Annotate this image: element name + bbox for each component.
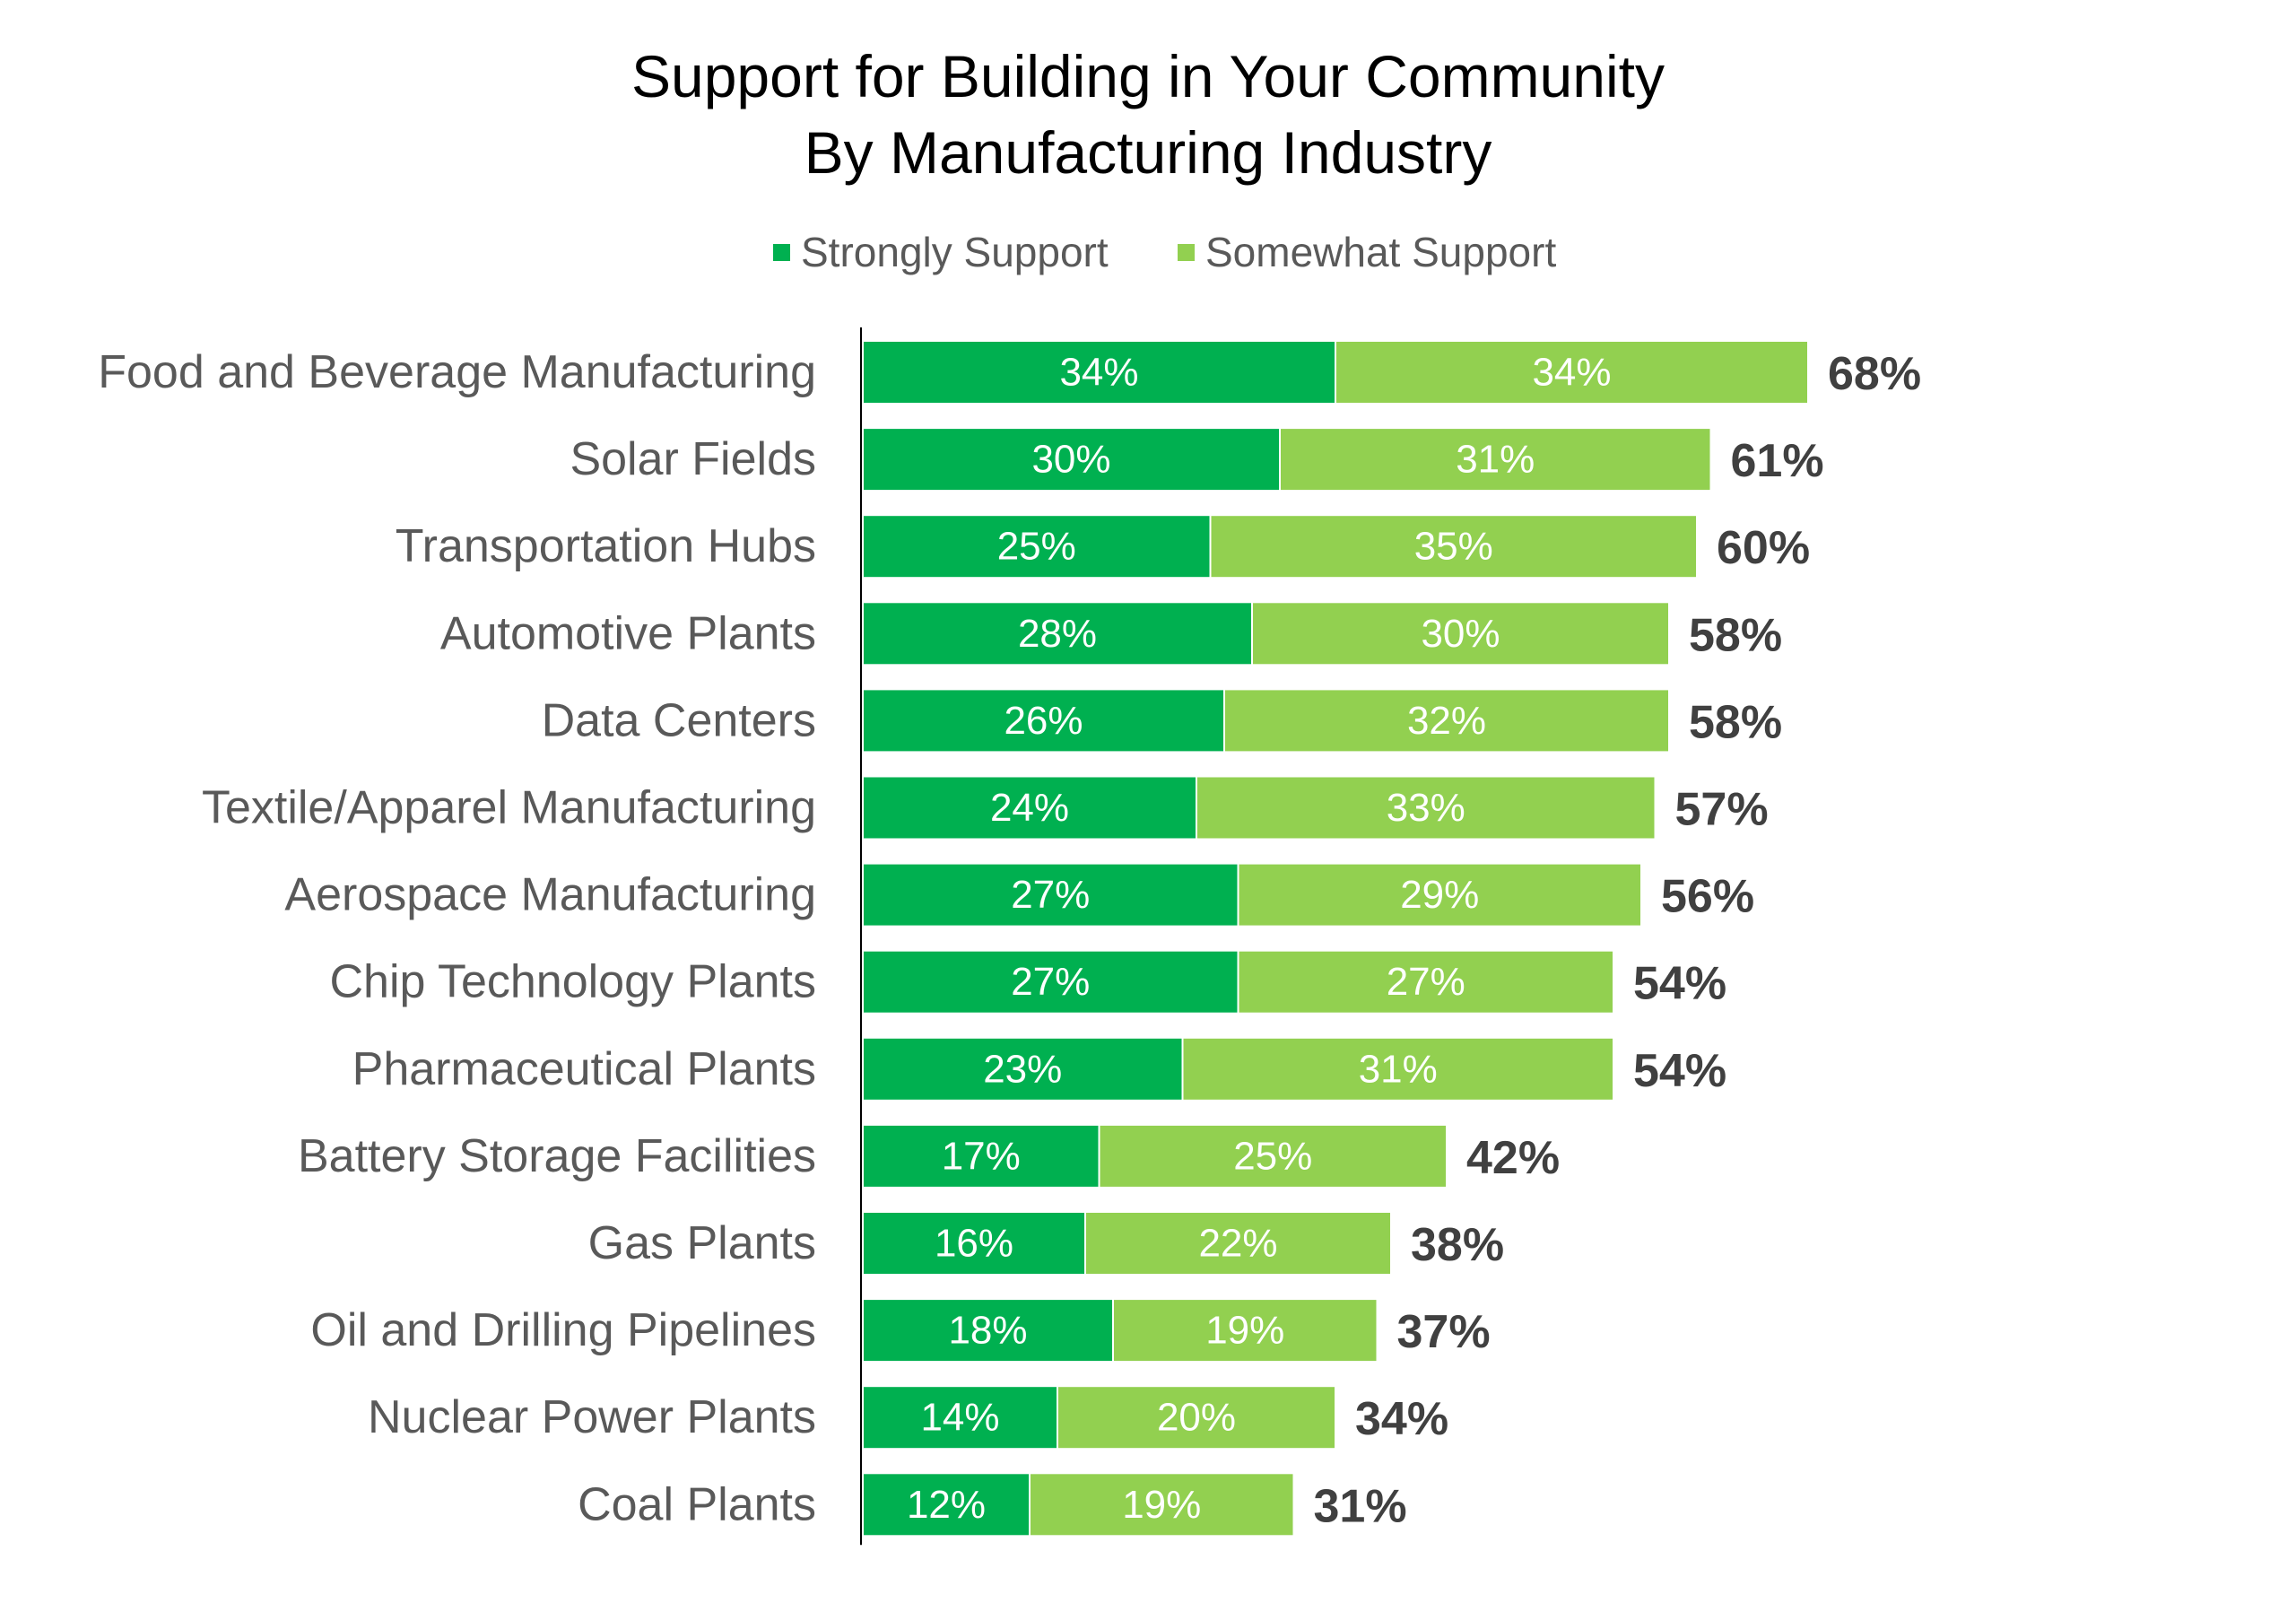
total-label: 37%: [1397, 1306, 1491, 1358]
data-label-strongly-support: 30%: [1031, 438, 1110, 482]
category-label: Aerospace Manufacturing: [284, 869, 816, 921]
total-label: 60%: [1717, 522, 1810, 574]
bar-somewhat-support: [1098, 1123, 1448, 1189]
data-label-strongly-support: 28%: [1018, 612, 1097, 656]
bar-strongly-support: [862, 688, 1225, 754]
data-label-strongly-support: 12%: [907, 1483, 986, 1527]
legend-label-somewhat-support: Somewhat Support: [1205, 229, 1557, 275]
total-label: 42%: [1466, 1132, 1560, 1184]
bar-somewhat-support: [1335, 340, 1809, 405]
bar-strongly-support: [862, 1036, 1184, 1102]
total-label: 38%: [1411, 1219, 1504, 1271]
bar-somewhat-support: [1223, 688, 1670, 754]
data-label-somewhat-support: 31%: [1359, 1047, 1438, 1091]
data-label-somewhat-support: 32%: [1407, 699, 1486, 743]
legend-swatch-strongly-support: [773, 243, 790, 261]
data-label-somewhat-support: 35%: [1414, 525, 1493, 569]
data-label-strongly-support: 23%: [983, 1047, 1062, 1091]
bar-somewhat-support: [1279, 427, 1712, 492]
data-label-somewhat-support: 30%: [1421, 612, 1500, 656]
bar-strongly-support: [862, 427, 1281, 492]
category-label: Pharmaceutical Plants: [352, 1043, 816, 1095]
bar-somewhat-support: [1029, 1472, 1295, 1538]
data-label-somewhat-support: 19%: [1205, 1309, 1284, 1353]
data-label-strongly-support: 17%: [942, 1134, 1021, 1178]
total-label: 58%: [1689, 696, 1782, 748]
data-label-strongly-support: 26%: [1004, 699, 1083, 743]
total-label: 34%: [1355, 1393, 1448, 1445]
bar-somewhat-support: [1237, 862, 1642, 928]
legend-item-somewhat-support: Somewhat Support: [1178, 231, 1556, 273]
category-label: Oil and Drilling Pipelines: [310, 1304, 816, 1356]
bar-somewhat-support: [1181, 1036, 1614, 1102]
data-label-strongly-support: 25%: [997, 525, 1076, 569]
category-label: Coal Plants: [578, 1478, 816, 1530]
bar-somewhat-support: [1084, 1211, 1392, 1276]
chart-title-line-2: By Manufacturing Industry: [804, 119, 1492, 186]
data-label-somewhat-support: 20%: [1157, 1396, 1236, 1440]
total-label: 54%: [1633, 1045, 1726, 1097]
category-label: Data Centers: [542, 694, 816, 746]
bar-somewhat-support: [1196, 775, 1657, 841]
category-label: Nuclear Power Plants: [368, 1391, 816, 1443]
category-label: Textile/Apparel Manufacturing: [202, 782, 816, 834]
bar-strongly-support: [862, 514, 1212, 579]
data-label-somewhat-support: 22%: [1198, 1222, 1277, 1266]
category-label: Solar Fields: [570, 433, 816, 485]
bar-somewhat-support: [1112, 1298, 1378, 1363]
data-label-somewhat-support: 33%: [1387, 786, 1465, 830]
data-label-strongly-support: 18%: [948, 1309, 1027, 1353]
chart-title-line-1: Support for Building in Your Community: [631, 43, 1665, 109]
total-label: 56%: [1661, 871, 1754, 923]
legend: Strongly Support Somewhat Support: [0, 231, 2296, 285]
bar-somewhat-support: [1057, 1385, 1336, 1451]
category-label: Gas Plants: [588, 1217, 816, 1269]
data-label-strongly-support: 34%: [1059, 351, 1138, 395]
bar-strongly-support: [862, 1298, 1114, 1363]
total-label: 68%: [1828, 348, 1921, 400]
bar-strongly-support: [862, 949, 1239, 1015]
bar-strongly-support: [862, 1385, 1058, 1451]
bar-somewhat-support: [1209, 514, 1698, 579]
category-label: Automotive Plants: [440, 607, 816, 659]
data-label-somewhat-support: 34%: [1532, 351, 1611, 395]
data-label-somewhat-support: 31%: [1456, 438, 1535, 482]
data-label-strongly-support: 27%: [1011, 873, 1090, 917]
category-label: Transportation Hubs: [396, 520, 816, 572]
bar-somewhat-support: [1237, 949, 1614, 1015]
total-label: 54%: [1633, 958, 1726, 1010]
total-label: 58%: [1689, 609, 1782, 661]
data-label-strongly-support: 16%: [935, 1222, 1013, 1266]
legend-swatch-somewhat-support: [1178, 243, 1195, 261]
bar-strongly-support: [862, 340, 1336, 405]
data-label-somewhat-support: 29%: [1400, 873, 1479, 917]
bar-somewhat-support: [1251, 601, 1670, 666]
total-label: 31%: [1314, 1480, 1407, 1532]
category-label: Food and Beverage Manufacturing: [98, 346, 816, 398]
total-label: 57%: [1675, 784, 1769, 836]
data-label-somewhat-support: 27%: [1387, 960, 1465, 1004]
data-label-strongly-support: 27%: [1011, 960, 1090, 1004]
category-label: Battery Storage Facilities: [298, 1130, 816, 1182]
data-label-somewhat-support: 19%: [1122, 1483, 1201, 1527]
data-label-strongly-support: 14%: [920, 1396, 999, 1440]
bar-strongly-support: [862, 862, 1239, 928]
legend-label-strongly-support: Strongly Support: [801, 229, 1109, 275]
bar-strongly-support: [862, 1211, 1086, 1276]
bar-strongly-support: [862, 775, 1197, 841]
legend-item-strongly-support: Strongly Support: [773, 231, 1109, 273]
bar-strongly-support: [862, 1123, 1100, 1189]
data-label-somewhat-support: 25%: [1233, 1134, 1312, 1178]
data-label-strongly-support: 24%: [990, 786, 1069, 830]
total-label: 61%: [1731, 435, 1824, 487]
category-label: Chip Technology Plants: [330, 956, 817, 1008]
